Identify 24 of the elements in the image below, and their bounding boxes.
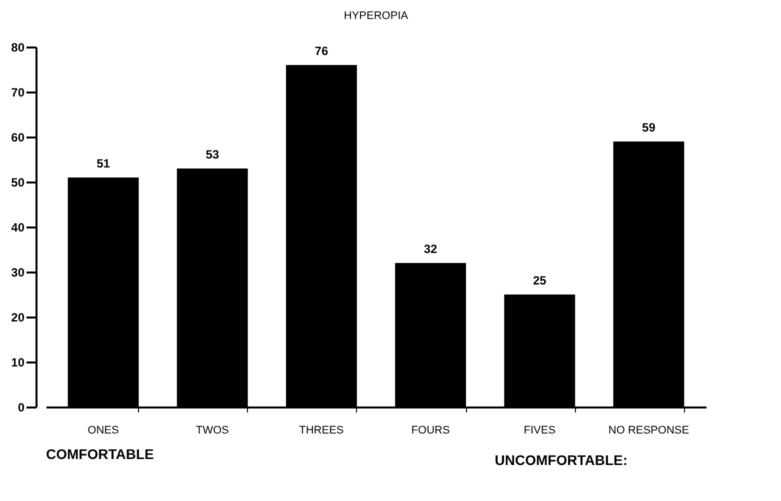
y-tick-label: 0 (18, 400, 25, 414)
data-label: 59 (642, 120, 656, 134)
y-tick-label: 30 (11, 266, 25, 280)
data-label: 32 (424, 242, 438, 256)
data-label: 51 (96, 156, 110, 170)
y-tick-label: 80 (11, 40, 25, 54)
data-label: 76 (314, 44, 328, 58)
y-tick-label: 60 (11, 130, 25, 144)
x-tick-label: TWOS (196, 424, 229, 436)
text: COMFORTABLE (46, 446, 154, 462)
y-tick-label: 70 (11, 86, 25, 100)
x-tick-label: NO RESPONSE (608, 424, 690, 436)
x-tick-label: FOURS (411, 424, 450, 436)
y-tick-label: 40 (11, 220, 25, 234)
x-tick-label: THREES (299, 424, 344, 436)
y-tick-label: 10 (11, 356, 25, 370)
chart-title: HYPEROPIA (344, 10, 409, 22)
data-label: 25 (532, 274, 547, 288)
y-tick-label: 20 (11, 310, 25, 324)
x-tick-label: FIVES (524, 424, 556, 436)
y-tick-label: 50 (11, 176, 25, 190)
data-label: 53 (206, 148, 220, 162)
text: UNCOMFORTABLE: (494, 452, 628, 468)
x-tick-label: ONES (88, 424, 119, 436)
